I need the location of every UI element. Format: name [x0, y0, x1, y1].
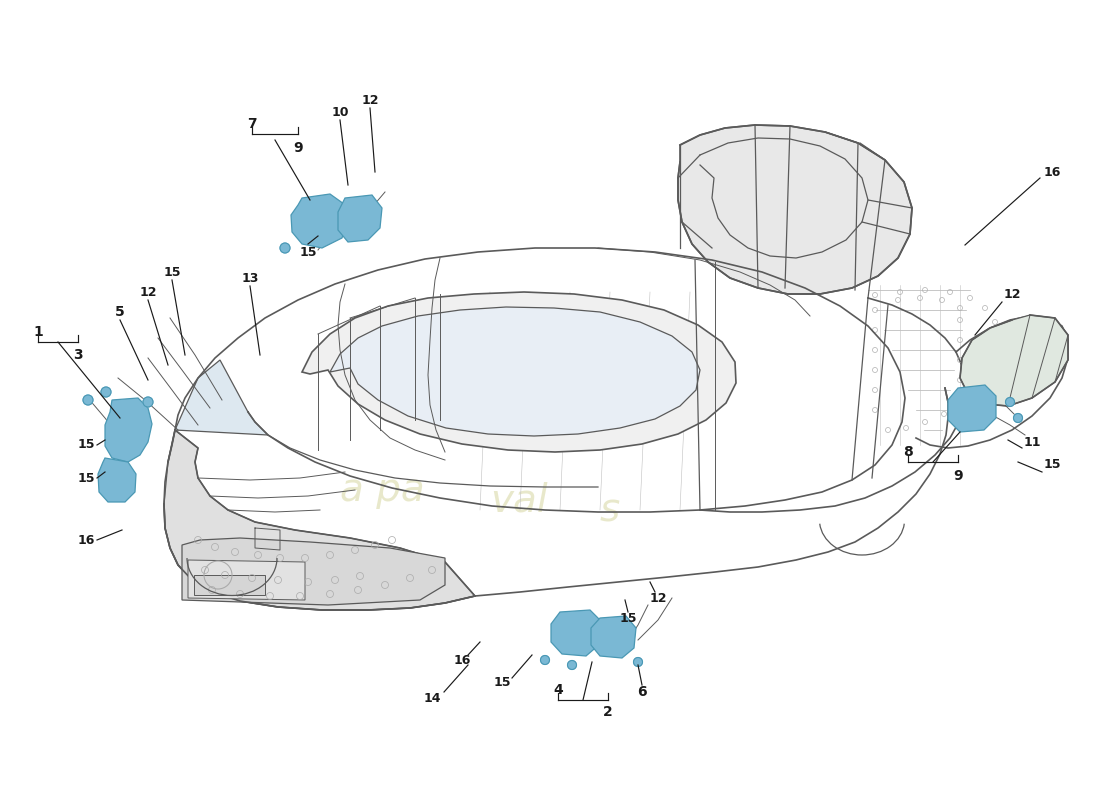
- Text: eu: eu: [490, 354, 591, 422]
- Polygon shape: [551, 610, 602, 656]
- Circle shape: [101, 387, 111, 397]
- Polygon shape: [188, 560, 305, 600]
- Text: 1: 1: [33, 325, 43, 339]
- Text: 9: 9: [294, 141, 302, 155]
- Circle shape: [1005, 398, 1014, 406]
- Circle shape: [82, 395, 94, 405]
- Text: 15: 15: [299, 246, 317, 258]
- Circle shape: [280, 243, 290, 253]
- Polygon shape: [678, 125, 912, 294]
- Text: 7: 7: [248, 117, 256, 131]
- Text: 12: 12: [1003, 289, 1021, 302]
- Text: s: s: [600, 491, 620, 529]
- Text: 15: 15: [77, 471, 95, 485]
- Text: 12: 12: [649, 591, 667, 605]
- Text: 15: 15: [77, 438, 95, 451]
- Text: 10: 10: [331, 106, 349, 118]
- Polygon shape: [948, 385, 996, 432]
- Polygon shape: [338, 195, 382, 242]
- Polygon shape: [960, 315, 1068, 406]
- Text: 8: 8: [903, 445, 913, 459]
- Text: 15: 15: [1043, 458, 1060, 471]
- Text: 5: 5: [116, 305, 125, 319]
- Polygon shape: [98, 458, 136, 502]
- Polygon shape: [164, 430, 475, 610]
- Polygon shape: [302, 292, 736, 452]
- Text: 6: 6: [637, 685, 647, 699]
- Text: 9: 9: [954, 469, 962, 483]
- Circle shape: [143, 397, 153, 407]
- Polygon shape: [330, 307, 700, 436]
- Text: 14: 14: [424, 691, 441, 705]
- Text: 16: 16: [453, 654, 471, 666]
- Text: 16: 16: [1043, 166, 1060, 178]
- Text: 15: 15: [493, 675, 510, 689]
- Circle shape: [1013, 414, 1023, 422]
- Circle shape: [568, 661, 576, 670]
- Circle shape: [634, 658, 642, 666]
- Polygon shape: [194, 575, 265, 595]
- Text: 4: 4: [553, 683, 563, 697]
- Text: 12: 12: [361, 94, 378, 106]
- Text: val: val: [490, 481, 548, 519]
- Text: 15: 15: [619, 611, 637, 625]
- Polygon shape: [175, 360, 268, 435]
- Text: 12: 12: [140, 286, 156, 298]
- Text: 15: 15: [163, 266, 180, 278]
- Polygon shape: [292, 194, 348, 248]
- Text: 16: 16: [78, 534, 95, 546]
- Text: 2: 2: [603, 705, 613, 719]
- Polygon shape: [104, 398, 152, 462]
- Text: 13: 13: [241, 271, 258, 285]
- Text: a pa: a pa: [340, 471, 425, 509]
- Text: 11: 11: [1023, 435, 1041, 449]
- Polygon shape: [182, 538, 446, 605]
- Polygon shape: [591, 616, 636, 658]
- Circle shape: [540, 655, 550, 665]
- Text: rs: rs: [630, 354, 708, 422]
- Text: 3: 3: [74, 348, 82, 362]
